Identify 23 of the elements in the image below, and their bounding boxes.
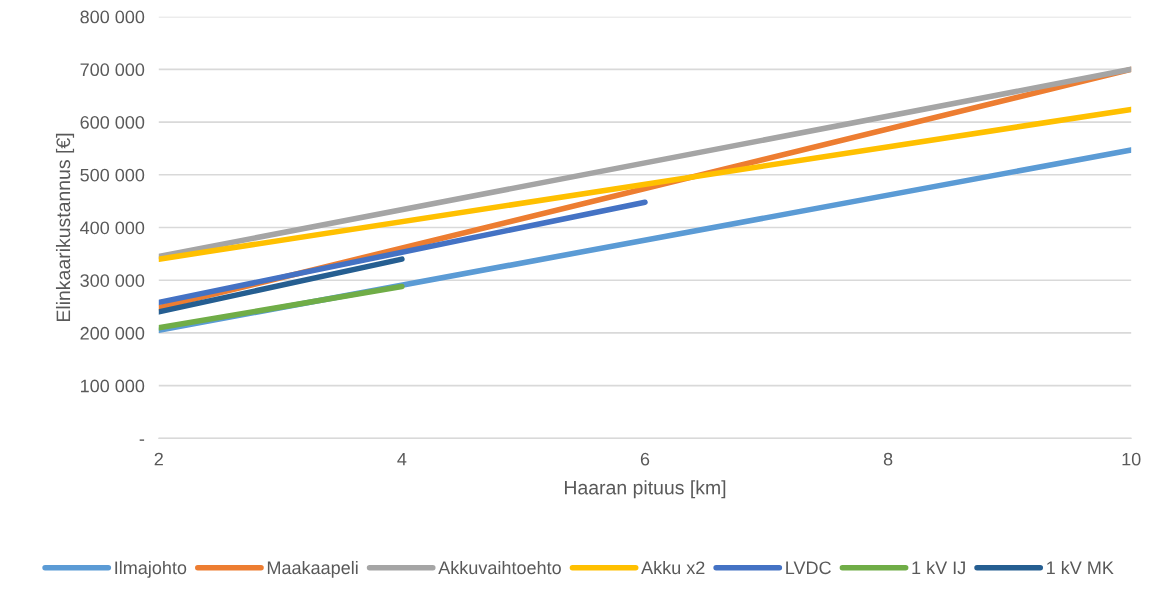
legend-label: LVDC [786, 561, 831, 575]
legend-label: 1 kV MK [1047, 560, 1114, 574]
x-tick-label: 2 [154, 452, 163, 466]
y-tick-label: 400 000 [80, 221, 145, 235]
legend-label: Akkuvaihtoehto [438, 560, 561, 575]
y-tick-label: 500 000 [80, 168, 145, 182]
y-tick-label: 800 000 [80, 10, 145, 24]
y-tick-label: - [139, 439, 145, 441]
x-tick-label: 10 [1122, 452, 1141, 466]
x-tick-label: 8 [883, 452, 893, 466]
x-tick-label: 6 [640, 452, 650, 466]
y-tick-label: 200 000 [80, 326, 145, 340]
legend-label: Akku x2 [641, 560, 705, 575]
x-axis-title: Haaran pituus [km] [564, 480, 726, 499]
legend-label: 1 kV IJ [912, 560, 965, 575]
y-tick-label: 700 000 [80, 63, 145, 77]
y-tick-label: 600 000 [80, 116, 145, 129]
x-tick-label: 4 [397, 452, 407, 466]
legend-label: Ilmajohto [115, 560, 187, 578]
legend-label: Maakaapeli [267, 560, 358, 578]
y-axis-title: Elinkaarikustannus [€] [55, 133, 75, 322]
y-tick-label: 300 000 [80, 274, 145, 287]
y-tick-label: 100 000 [81, 379, 145, 393]
